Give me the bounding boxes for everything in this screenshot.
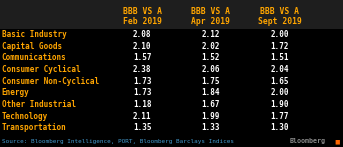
Text: 2.00: 2.00	[270, 88, 289, 97]
Text: Technology: Technology	[2, 112, 48, 121]
Text: 2.04: 2.04	[270, 65, 289, 74]
Text: 1.72: 1.72	[270, 42, 289, 51]
Text: Other Industrial: Other Industrial	[2, 100, 76, 109]
Text: Transportation: Transportation	[2, 123, 67, 132]
Text: 1.30: 1.30	[270, 123, 289, 132]
Text: 1.33: 1.33	[202, 123, 220, 132]
Text: Sept 2019: Sept 2019	[258, 17, 301, 26]
Bar	[0, 0, 343, 29]
Text: Communications: Communications	[2, 53, 67, 62]
Text: 1.84: 1.84	[202, 88, 220, 97]
Text: 2.11: 2.11	[133, 112, 152, 121]
Text: 1.90: 1.90	[270, 100, 289, 109]
Text: 1.57: 1.57	[133, 53, 152, 62]
Text: 2.12: 2.12	[202, 30, 220, 39]
Text: Apr 2019: Apr 2019	[191, 17, 230, 26]
Text: 1.99: 1.99	[202, 112, 220, 121]
Text: 1.35: 1.35	[133, 123, 152, 132]
Text: 1.67: 1.67	[202, 100, 220, 109]
Text: 1.51: 1.51	[270, 53, 289, 62]
Text: Capital Goods: Capital Goods	[2, 42, 62, 51]
Text: 2.02: 2.02	[202, 42, 220, 51]
Text: 1.52: 1.52	[202, 53, 220, 62]
Text: Feb 2019: Feb 2019	[123, 17, 162, 26]
Text: 1.73: 1.73	[133, 77, 152, 86]
Text: Source: Bloomberg Intelligence, PORT, Bloomberg Barclays Indices: Source: Bloomberg Intelligence, PORT, Bl…	[2, 138, 234, 144]
Text: Basic Industry: Basic Industry	[2, 30, 67, 39]
Text: Consumer Non-Cyclical: Consumer Non-Cyclical	[2, 77, 99, 86]
Text: 2.06: 2.06	[202, 65, 220, 74]
Text: 1.65: 1.65	[270, 77, 289, 86]
Text: 2.10: 2.10	[133, 42, 152, 51]
Text: BBB VS A: BBB VS A	[123, 7, 162, 16]
Text: BBB VS A: BBB VS A	[191, 7, 230, 16]
Text: 2.08: 2.08	[133, 30, 152, 39]
Text: 1.75: 1.75	[202, 77, 220, 86]
Text: BBB VS A: BBB VS A	[260, 7, 299, 16]
Text: Consumer Cyclical: Consumer Cyclical	[2, 65, 80, 74]
Text: 2.00: 2.00	[270, 30, 289, 39]
Text: Energy: Energy	[2, 88, 29, 97]
Text: Bloomberg: Bloomberg	[290, 138, 326, 144]
Text: 1.73: 1.73	[133, 88, 152, 97]
Text: 1.77: 1.77	[270, 112, 289, 121]
Text: 2.38: 2.38	[133, 65, 152, 74]
Text: ◼: ◼	[334, 138, 340, 144]
Text: 1.18: 1.18	[133, 100, 152, 109]
